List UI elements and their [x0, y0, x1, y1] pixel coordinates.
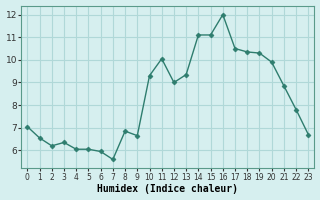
- X-axis label: Humidex (Indice chaleur): Humidex (Indice chaleur): [97, 184, 238, 194]
